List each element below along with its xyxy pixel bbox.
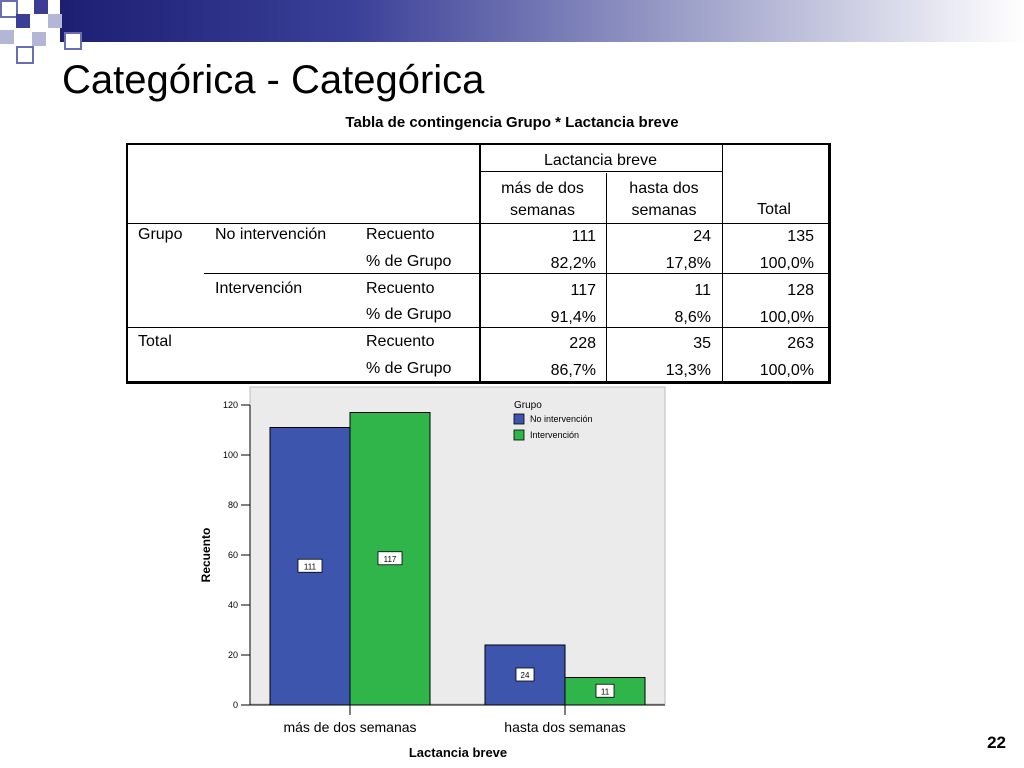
decor-square: [16, 14, 30, 28]
stat-label: % de Grupo: [366, 306, 452, 323]
col-header-hasta: hasta dos semanas: [629, 180, 699, 219]
col-header-total: Total: [757, 201, 791, 218]
table-cell: 117: [570, 282, 596, 299]
table-cell: 228: [569, 335, 596, 352]
y-tick-label: 80: [228, 500, 238, 510]
data-label: 111: [304, 562, 317, 571]
decor-square: [32, 32, 46, 46]
table-cell: 100,0%: [759, 362, 814, 379]
y-axis-label: Recuento: [199, 528, 213, 583]
legend-title: Grupo: [514, 400, 542, 411]
data-label-box: [377, 551, 403, 566]
decor-square: [0, 30, 14, 44]
table-cell: 8,6%: [674, 309, 711, 326]
table-title: Tabla de contingencia Grupo * Lactancia …: [345, 114, 679, 131]
table-cell: 35: [693, 335, 711, 352]
decor-square: [48, 14, 62, 28]
table-cell: 86,7%: [550, 362, 596, 379]
table-cell: 17,8%: [665, 255, 711, 272]
y-tick-label: 60: [228, 550, 238, 560]
y-tick-label: 100: [223, 450, 238, 460]
data-label-box: [297, 558, 323, 573]
data-label: 117: [384, 555, 397, 564]
slide-title: Categórica - Categórica: [62, 58, 485, 102]
table-cell: 11: [694, 282, 711, 299]
total-label: Total: [138, 333, 172, 350]
table-cell: 263: [787, 335, 814, 352]
data-label: 11: [601, 687, 610, 696]
stat-label: % de Grupo: [366, 360, 452, 377]
x-tick-label: más de dos semanas: [283, 719, 416, 735]
y-tick-label: 0: [233, 700, 238, 710]
data-label-box: [595, 683, 615, 698]
header-bar: [60, 0, 1024, 42]
data-label-box: [515, 667, 535, 682]
row-var-label: Grupo: [138, 226, 183, 243]
stat-label: Recuento: [366, 333, 435, 350]
table-cell: 135: [787, 228, 814, 245]
table-cell: 13,3%: [665, 362, 711, 379]
legend-swatch: [513, 429, 525, 441]
page-number: 22: [987, 733, 1006, 752]
stat-label: Recuento: [366, 280, 435, 297]
bar-chart: 0 20 40 60 80 100 120 Recuento 111 117 más de dos …: [199, 386, 666, 760]
table-cell: 24: [693, 228, 711, 245]
stat-label: % de Grupo: [366, 253, 452, 270]
x-axis-label: Lactancia breve: [409, 745, 507, 760]
y-tick-label: 40: [228, 600, 238, 610]
x-tick-label: hasta dos semanas: [504, 719, 625, 735]
contingency-table: Lactancia breve más de dos semanas hasta…: [126, 143, 831, 384]
legend-label: No intervención: [530, 414, 593, 424]
legend-label: Intervención: [530, 430, 579, 440]
group-label: No intervención: [215, 226, 327, 243]
y-tick-label: 120: [223, 400, 238, 410]
table-cell: 100,0%: [759, 309, 814, 326]
table-cell: 82,2%: [550, 255, 596, 272]
decor-square: [34, 0, 48, 14]
table-cell: 91,4%: [550, 309, 596, 326]
stat-label: Recuento: [366, 226, 435, 243]
decor-square: [16, 46, 34, 64]
group-label: Intervención: [215, 280, 303, 297]
decor-square: [64, 32, 82, 50]
legend-swatch: [513, 413, 525, 425]
table-frame: [126, 143, 831, 384]
data-label: 24: [521, 671, 530, 680]
col-group-header: Lactancia breve: [544, 152, 657, 169]
col-header-mas: más de dos semanas: [501, 180, 584, 219]
table-cell: 128: [787, 282, 814, 299]
y-tick-label: 20: [228, 650, 238, 660]
decor-square: [0, 0, 18, 18]
table-cell: 100,0%: [759, 255, 814, 272]
table-cell: 111: [571, 228, 596, 245]
